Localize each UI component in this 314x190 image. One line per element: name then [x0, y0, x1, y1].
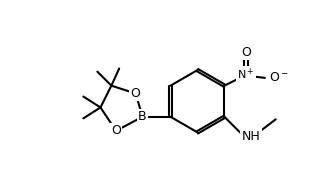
Text: O: O	[131, 87, 141, 100]
Text: O: O	[241, 46, 251, 59]
Text: NH: NH	[241, 130, 260, 142]
Text: N$^+$: N$^+$	[237, 67, 255, 82]
Text: B: B	[138, 110, 147, 123]
Text: O: O	[111, 124, 121, 137]
Text: O$^-$: O$^-$	[269, 71, 289, 84]
